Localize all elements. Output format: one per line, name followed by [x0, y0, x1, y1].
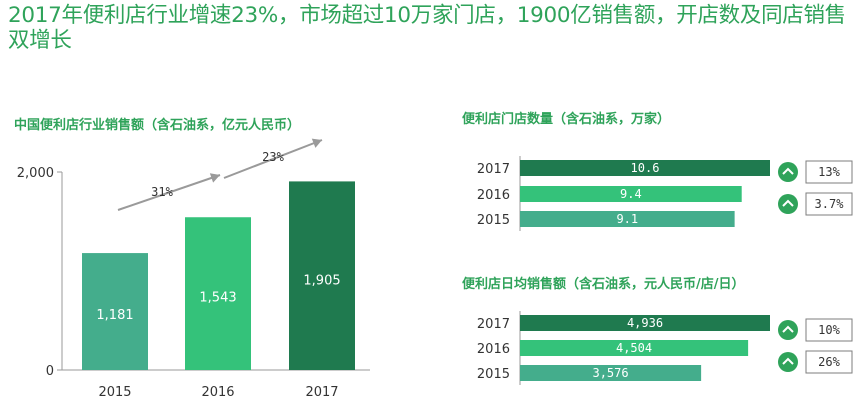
growth-box-label: 26%	[818, 355, 840, 369]
hbar-value-label: 10.6	[631, 161, 660, 175]
bar-value-label: 1,181	[96, 308, 133, 323]
bar-value-label: 1,543	[199, 291, 236, 306]
up-arrow-icon	[778, 320, 798, 340]
stores-chart-title: 便利店门店数量（含石油系，万家）	[462, 112, 671, 127]
growth-box	[805, 318, 853, 342]
hbar-value-label: 9.1	[616, 212, 638, 226]
growth-label: 31%	[151, 185, 173, 199]
up-arrow-icon	[778, 162, 798, 182]
hbar-category-label: 2016	[477, 188, 510, 203]
bar-value-label: 1,905	[303, 273, 340, 288]
growth-box	[805, 192, 853, 216]
hbar-value-label: 3,576	[592, 366, 628, 380]
x-tick-label: 2016	[201, 385, 234, 400]
growth-box	[805, 160, 853, 184]
up-arrow-icon-chevron	[782, 357, 794, 365]
bar-2017	[289, 181, 355, 370]
up-arrow-icon-chevron	[782, 167, 794, 175]
hbar-2015	[520, 211, 735, 227]
left-chart-title: 中国便利店行业销售额（含石油系，亿元人民币）	[14, 118, 301, 133]
growth-arrow-1-head	[209, 173, 220, 183]
hbar-2017	[520, 315, 770, 331]
x-tick-label: 2015	[98, 385, 131, 400]
x-tick-label: 2017	[305, 385, 338, 400]
bar-2016	[185, 217, 251, 370]
growth-box-label: 10%	[818, 323, 840, 337]
hbar-category-label: 2017	[477, 162, 510, 177]
hbar-2017	[520, 160, 770, 176]
up-arrow-icon-chevron	[782, 199, 794, 207]
up-arrow-icon	[778, 194, 798, 214]
hbar-category-label: 2016	[477, 342, 510, 357]
hbar-value-label: 4,936	[627, 316, 663, 330]
growth-label: 23%	[262, 150, 284, 164]
bar-2015	[82, 253, 148, 370]
hbar-category-label: 2015	[477, 367, 510, 382]
hbar-2016	[520, 340, 749, 356]
daily-sales-chart-title: 便利店日均销售额（含石油系，元人民币/店/日）	[462, 277, 745, 292]
growth-box-label: 13%	[818, 165, 840, 179]
y-tick-label: 0	[46, 364, 54, 379]
growth-arrow-1	[117, 174, 221, 211]
hbar-category-label: 2017	[477, 317, 510, 332]
growth-box-label: 3.7%	[815, 197, 845, 211]
growth-box	[805, 350, 853, 374]
up-arrow-icon	[778, 352, 798, 372]
hbar-2015	[520, 365, 702, 381]
hbar-2016	[520, 186, 742, 202]
hbar-category-label: 2015	[477, 213, 510, 228]
growth-arrow-2-head	[311, 138, 322, 148]
up-arrow-icon-chevron	[782, 325, 794, 333]
y-tick-label: 2,000	[17, 166, 54, 181]
page-title: 2017年便利店行业增速23%，市场超过10万家门店，1900亿销售额，开店数及…	[8, 3, 846, 53]
hbar-value-label: 4,504	[616, 341, 652, 355]
growth-arrow-2	[223, 139, 323, 179]
hbar-value-label: 9.4	[620, 187, 642, 201]
